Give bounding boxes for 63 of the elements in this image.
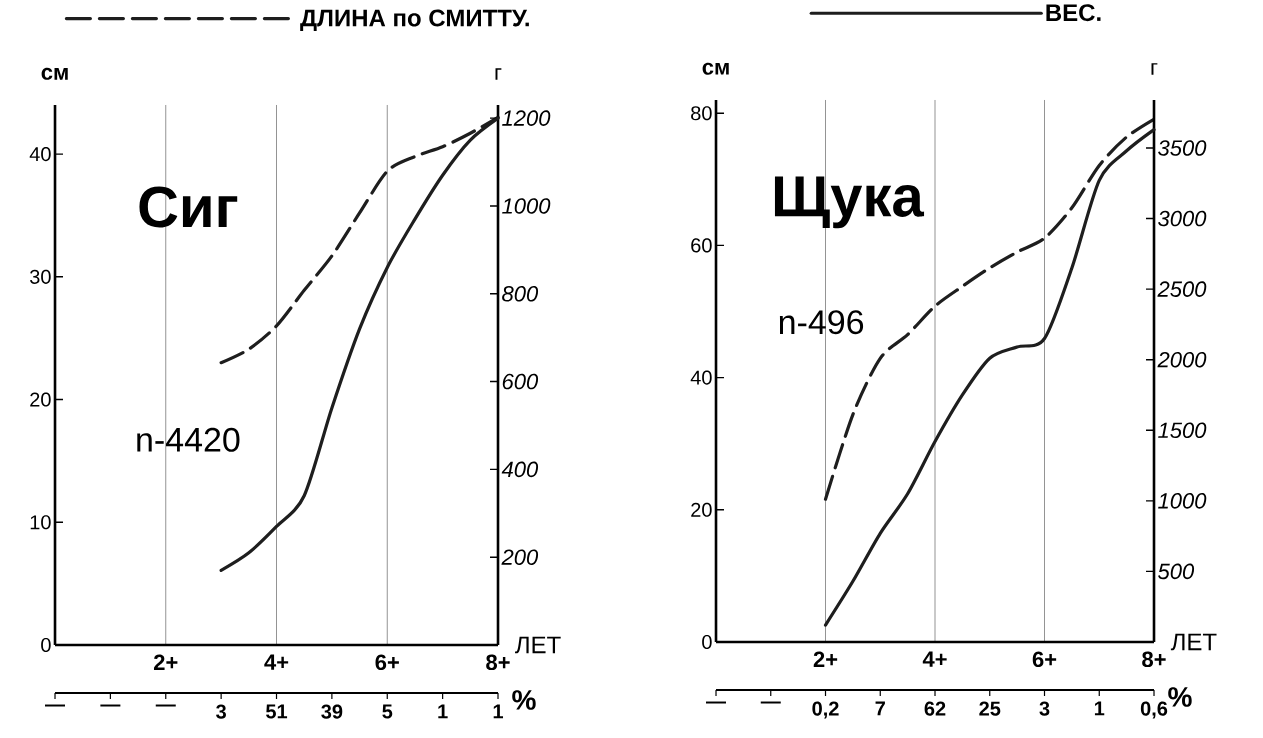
y-tick-label: 0 [41, 637, 51, 653]
text: 1 [1094, 701, 1105, 716]
text: % [512, 690, 536, 710]
text: 3 [216, 704, 226, 719]
y2-axis-title: г [1151, 63, 1158, 75]
y2-tick-label: 500 [1158, 563, 1195, 580]
text: ДЛИНА по СМИТТУ. [300, 9, 529, 31]
y2-tick-label: 1200 [502, 110, 551, 126]
text: — [45, 704, 66, 707]
text: 39 [321, 704, 343, 719]
text: 62 [924, 701, 946, 716]
y-axis-title: см [41, 67, 68, 80]
y-tick-label: 0 [702, 634, 712, 650]
text: 1 [493, 704, 504, 719]
y2-tick-label: 200 [501, 549, 539, 565]
y-tick-label: 20 [691, 502, 712, 517]
text: Щука [774, 176, 925, 229]
text: — [155, 704, 176, 707]
text: 51 [266, 704, 288, 719]
y2-tick-label: 2500 [1157, 281, 1207, 297]
x-tick-label: 6+ [1032, 651, 1057, 668]
y2-tick-label: 2000 [1157, 351, 1207, 368]
y-tick-label: 20 [30, 392, 51, 407]
y2-tick-label: 400 [501, 461, 539, 478]
text: 1 [438, 704, 448, 719]
annotation: n-4420 [137, 427, 240, 452]
text: % [1168, 687, 1192, 707]
x-tick-label: 8+ [1142, 651, 1166, 668]
y-tick-label: 60 [691, 238, 712, 253]
text: 3 [1039, 701, 1050, 716]
text: — [706, 701, 726, 704]
text: — [760, 701, 781, 704]
y-tick-label: 10 [30, 515, 51, 530]
x-axis-title: ЛЕТ [1170, 633, 1217, 651]
y-tick-label: 40 [29, 147, 51, 162]
text: — [100, 704, 121, 707]
y2-tick-label: 600 [502, 373, 539, 390]
x-tick-label: 2+ [813, 651, 838, 667]
y-tick-label: 40 [690, 370, 712, 385]
text: 25 [979, 701, 1001, 716]
y-axis-title: см [702, 62, 729, 75]
text: 5 [382, 704, 393, 719]
y2-tick-label: 3000 [1158, 210, 1207, 227]
text: 7 [875, 701, 885, 716]
x-axis-title: ЛЕТ [515, 636, 561, 654]
y2-tick-label: 1000 [502, 198, 551, 214]
y2-tick-label: 3500 [1158, 140, 1207, 156]
x-tick-label: 4+ [922, 651, 947, 667]
y-tick-label: 80 [691, 106, 712, 121]
annotation: n-496 [779, 310, 864, 335]
x-tick-label: 4+ [264, 654, 289, 670]
text: 0,2 [812, 701, 839, 719]
x-tick-label: 8+ [486, 654, 510, 671]
x-tick-label: 6+ [375, 654, 399, 671]
y2-tick-label: 1000 [1158, 493, 1207, 509]
text: Сиг [139, 186, 238, 228]
text: 0,6 [1140, 701, 1168, 719]
y2-axis-title: г [495, 68, 502, 80]
text: ВЕС. [1046, 4, 1101, 22]
y2-tick-label: 1500 [1158, 422, 1207, 439]
y2-tick-label: 800 [502, 285, 539, 302]
x-tick-label: 2+ [153, 654, 178, 670]
y-tick-label: 30 [30, 269, 51, 284]
